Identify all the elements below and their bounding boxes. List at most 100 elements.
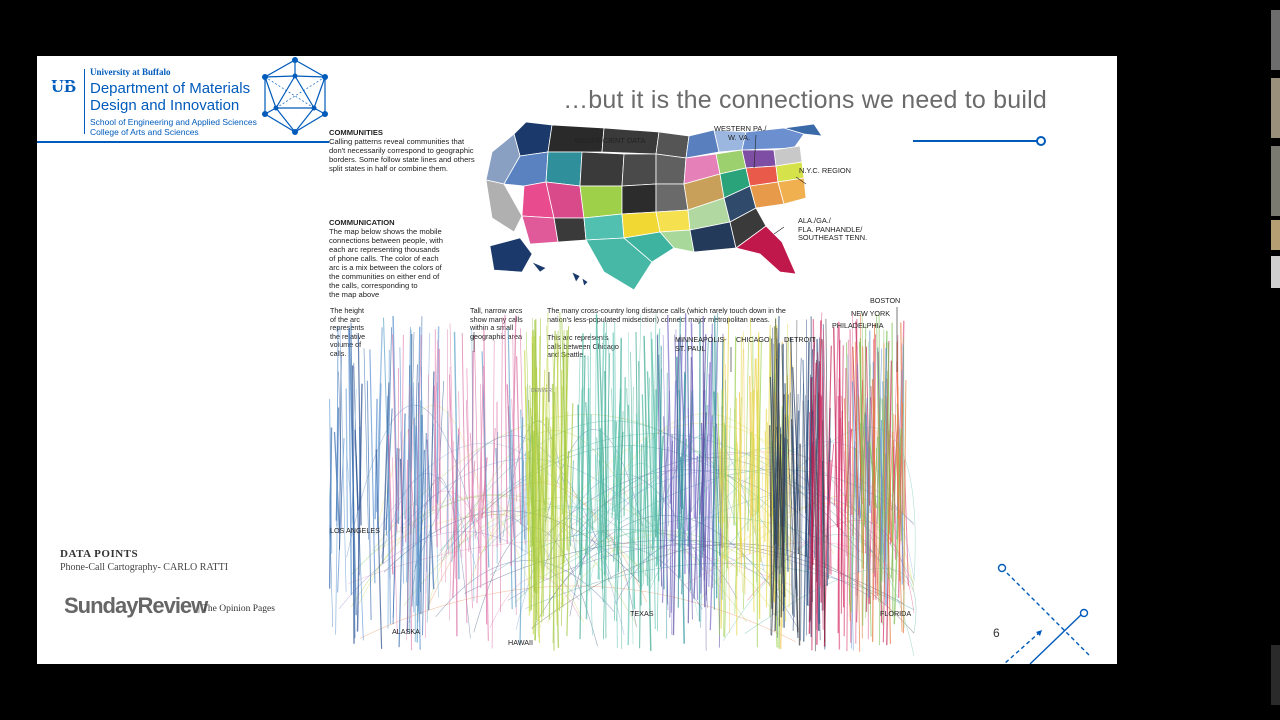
- call-arc: [838, 321, 845, 608]
- call-arc: [335, 413, 340, 635]
- call-arc: [474, 335, 480, 554]
- call-arc: [773, 358, 777, 546]
- call-arc: [541, 386, 544, 623]
- call-arc: [392, 447, 398, 625]
- call-arc: [886, 370, 889, 515]
- call-arc: [883, 342, 885, 512]
- call-arc: [805, 395, 810, 594]
- call-arc: [375, 327, 383, 513]
- call-arc: [769, 425, 773, 609]
- communication-heading: COMMUNICATION: [329, 218, 395, 227]
- call-arc: [792, 367, 800, 512]
- communities-line: don't necessarily correspond to geograph…: [329, 146, 474, 155]
- call-arc: [821, 420, 826, 642]
- call-arc: [437, 401, 443, 582]
- call-arc: [348, 327, 357, 616]
- call-arc: [511, 429, 517, 608]
- call-arc: [598, 337, 607, 561]
- call-arc: [802, 400, 806, 514]
- call-arc: [717, 392, 722, 529]
- call-arc: [815, 312, 823, 550]
- call-arc: [574, 354, 581, 596]
- map-label-nyc: N.Y.C. REGION: [799, 166, 852, 175]
- call-arc: [895, 414, 903, 633]
- communication-line: of phone calls. The color of each: [329, 254, 439, 263]
- call-arc: [862, 323, 867, 626]
- call-arc: [698, 321, 701, 622]
- call-arc: [847, 354, 854, 651]
- city-label-texas: TEXAS: [630, 609, 654, 618]
- phone-call-arc-visualization: [329, 307, 917, 656]
- call-arc: [354, 429, 359, 511]
- call-arc: [468, 460, 476, 552]
- video-thumbnail[interactable]: [1271, 146, 1280, 216]
- arc-note-line: nation's less-populated midsection) conn…: [547, 314, 770, 324]
- call-arc: [734, 409, 738, 577]
- video-thumbnail[interactable]: [1271, 78, 1280, 138]
- call-arc: [603, 352, 611, 640]
- communities-line: borders. Some follow state lines and oth…: [329, 155, 475, 164]
- call-arc: [595, 314, 604, 590]
- call-arc: [479, 450, 482, 588]
- call-arc: [781, 344, 787, 555]
- call-arc: [854, 341, 861, 652]
- call-arc: [747, 432, 752, 532]
- call-arc: [471, 328, 475, 602]
- call-arc: [461, 332, 468, 624]
- call-arc: [846, 342, 851, 605]
- presentation-slide: UB University at Buffalo Department of M…: [37, 56, 1117, 664]
- call-arc: [700, 422, 706, 608]
- call-arc: [666, 372, 668, 639]
- video-thumbnail[interactable]: [1271, 10, 1280, 70]
- call-arc: [764, 409, 768, 543]
- call-arc: [577, 404, 581, 576]
- city-label-los-angeles: LOS ANGELES: [330, 526, 380, 535]
- call-arc: [366, 380, 372, 621]
- call-arc: [451, 434, 460, 562]
- city-label-boston: BOSTON: [870, 296, 901, 305]
- city-label-minneapolis: MINNEAPOLIS- ST. PAUL: [675, 335, 727, 353]
- call-arc: [865, 414, 870, 598]
- map-label-western-pa: WESTERN PA./ W. VA.: [714, 124, 767, 142]
- video-thumbnail[interactable]: [1271, 256, 1280, 288]
- call-arc: [426, 433, 429, 623]
- call-arc: [893, 446, 896, 524]
- call-arc: [722, 534, 915, 656]
- call-arc: [449, 374, 456, 557]
- arc-note-line: show many calls: [470, 314, 523, 324]
- call-arc: [723, 425, 726, 637]
- call-arc: [453, 331, 460, 580]
- call-arc: [713, 391, 721, 557]
- video-thumbnail[interactable]: [1271, 645, 1280, 705]
- call-arc: [369, 349, 376, 584]
- video-thumbnail[interactable]: [1271, 220, 1280, 250]
- call-arc: [802, 359, 809, 607]
- call-arc: [828, 461, 832, 575]
- city-label-alaska: ALASKA: [392, 627, 420, 636]
- arc-note-cross-country: The many cross-country long distance cal…: [547, 306, 786, 324]
- call-arc: [654, 333, 659, 522]
- call-arc: [893, 428, 902, 625]
- call-arc: [736, 442, 743, 557]
- call-arc: [400, 334, 404, 554]
- call-arc: [409, 329, 412, 634]
- city-label-line: ST. PAUL: [675, 343, 706, 353]
- call-arc: [382, 382, 390, 564]
- call-arc: [871, 398, 876, 643]
- communities-heading: COMMUNITIES: [329, 128, 383, 137]
- call-arc: [552, 436, 555, 651]
- call-arc: [816, 392, 820, 582]
- call-arc: [424, 374, 429, 639]
- call-arc: [785, 337, 793, 615]
- map-label-line: WESTERN PA./: [714, 124, 767, 133]
- call-arc: [669, 434, 673, 504]
- call-arc: [770, 327, 773, 636]
- call-arc: [636, 419, 639, 541]
- call-arc: [437, 380, 444, 505]
- call-arc: [528, 425, 532, 548]
- call-arc: [406, 326, 411, 583]
- department-name-line2: Design and Innovation: [90, 97, 240, 114]
- opinion-pages-label: | The Opinion Pages: [198, 604, 275, 614]
- map-label-ala: ALA./GA./ FLA. PANHANDLE/ SOUTHEAST TENN…: [798, 216, 867, 243]
- call-arc: [687, 407, 693, 604]
